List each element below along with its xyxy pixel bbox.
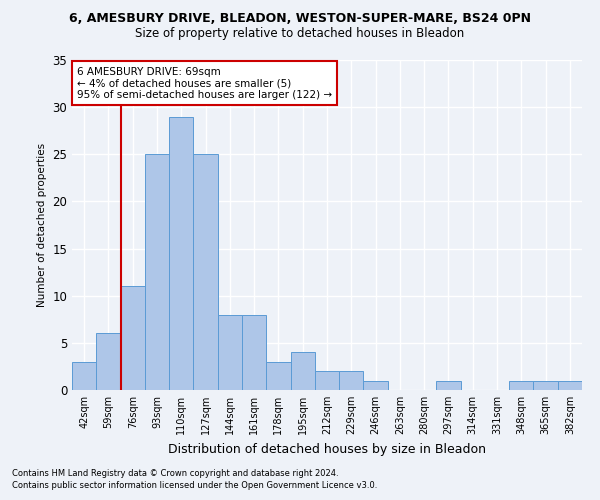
Bar [315, 371, 339, 390]
Bar [436, 380, 461, 390]
Text: Size of property relative to detached houses in Bleadon: Size of property relative to detached ho… [136, 28, 464, 40]
Bar [169, 116, 193, 390]
Text: Contains HM Land Registry data © Crown copyright and database right 2024.: Contains HM Land Registry data © Crown c… [12, 468, 338, 477]
Text: Contains public sector information licensed under the Open Government Licence v3: Contains public sector information licen… [12, 481, 377, 490]
Text: 6, AMESBURY DRIVE, BLEADON, WESTON-SUPER-MARE, BS24 0PN: 6, AMESBURY DRIVE, BLEADON, WESTON-SUPER… [69, 12, 531, 26]
Bar [339, 371, 364, 390]
Bar [533, 380, 558, 390]
Bar [364, 380, 388, 390]
Bar [145, 154, 169, 390]
Bar [96, 334, 121, 390]
Bar [193, 154, 218, 390]
Bar [266, 362, 290, 390]
Bar [242, 314, 266, 390]
Y-axis label: Number of detached properties: Number of detached properties [37, 143, 47, 307]
Bar [558, 380, 582, 390]
Text: 6 AMESBURY DRIVE: 69sqm
← 4% of detached houses are smaller (5)
95% of semi-deta: 6 AMESBURY DRIVE: 69sqm ← 4% of detached… [77, 66, 332, 100]
Bar [121, 286, 145, 390]
X-axis label: Distribution of detached houses by size in Bleadon: Distribution of detached houses by size … [168, 442, 486, 456]
Bar [72, 362, 96, 390]
Bar [509, 380, 533, 390]
Bar [290, 352, 315, 390]
Bar [218, 314, 242, 390]
